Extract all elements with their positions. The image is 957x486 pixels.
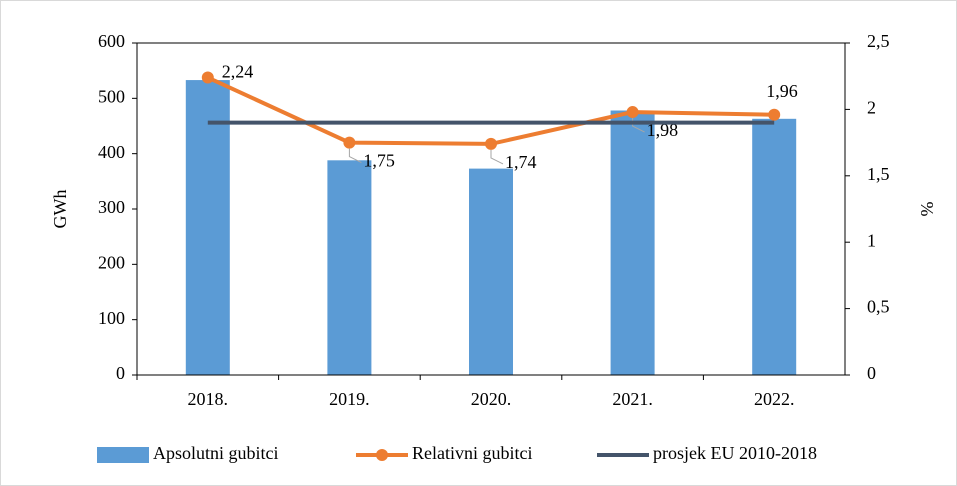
legend-label: Relativni gubitci — [412, 443, 532, 463]
data-label: 1,98 — [647, 120, 679, 140]
x-tick-label: 2018. — [188, 389, 229, 409]
marker — [343, 136, 356, 149]
x-tick-label: 2019. — [329, 389, 370, 409]
data-label: 1,75 — [363, 151, 395, 171]
y2-tick-label: 1 — [867, 230, 876, 250]
bar — [752, 118, 797, 375]
legend-label: prosjek EU 2010-2018 — [653, 443, 817, 463]
bar — [185, 80, 230, 375]
data-label: 1,74 — [505, 152, 537, 172]
y-axis-label: GWh — [50, 190, 70, 229]
y-tick-label: 400 — [98, 142, 125, 162]
y2-tick-label: 0 — [867, 363, 876, 383]
marker — [201, 71, 214, 84]
bar — [469, 168, 513, 375]
data-label: 1,96 — [766, 81, 798, 101]
bar — [610, 110, 655, 376]
plot-frame — [136, 42, 846, 376]
y-tick-label: 600 — [98, 31, 125, 51]
y2-axis-label: % — [917, 202, 937, 217]
legend-marker — [376, 449, 388, 461]
marker — [768, 108, 781, 121]
y2-tick-label: 2,5 — [867, 31, 890, 51]
y-tick-label: 0 — [116, 363, 125, 383]
marker — [626, 106, 639, 119]
bar — [327, 160, 372, 375]
marker — [485, 137, 497, 150]
x-tick-label: 2021. — [612, 389, 653, 409]
y-tick-label: 100 — [98, 308, 125, 328]
y2-tick-label: 2 — [867, 98, 876, 118]
data-label: 2,24 — [222, 62, 254, 82]
y-tick-label: 200 — [98, 252, 125, 272]
x-tick-label: 2022. — [754, 389, 795, 409]
legend-swatch — [97, 447, 149, 463]
leader-line — [348, 148, 362, 164]
y-tick-label: 300 — [98, 197, 125, 217]
y-tick-label: 500 — [98, 86, 125, 106]
leader-line — [490, 149, 504, 165]
y2-tick-label: 1,5 — [867, 164, 890, 184]
x-tick-label: 2020. — [471, 389, 512, 409]
legend-label: Apsolutni gubitci — [153, 443, 279, 463]
y2-tick-label: 0,5 — [867, 297, 890, 317]
